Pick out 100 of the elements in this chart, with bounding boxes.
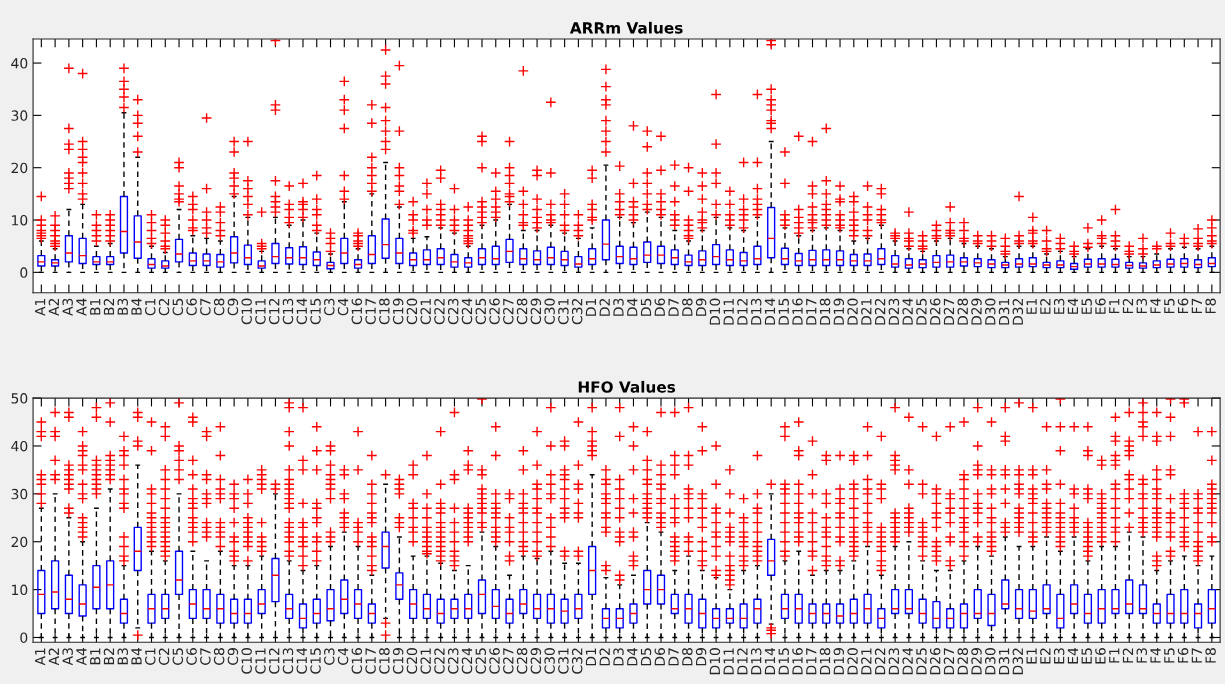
x-tick-label: E4	[1067, 298, 1078, 314]
x-tick-label: D14	[764, 647, 776, 675]
x-tick-label: D2	[599, 648, 610, 666]
y-tick-label: 20	[11, 162, 28, 174]
x-tick-label: A1	[35, 648, 46, 666]
x-tick-label: E3	[1053, 648, 1065, 664]
x-tick-label: B3	[117, 648, 128, 665]
x-tick-label: C10	[241, 298, 252, 325]
x-tick-label: D29	[971, 298, 982, 325]
x-tick-label: B2	[103, 648, 115, 665]
x-tick-label: C17	[365, 648, 376, 674]
x-tick-label: C2	[158, 299, 170, 316]
y-tick-label: 20	[11, 536, 28, 548]
x-tick-label: D16	[792, 648, 803, 675]
x-tick-label: D28	[957, 298, 968, 325]
x-tick-label: D26	[929, 648, 941, 675]
x-tick-label: F4	[1150, 647, 1161, 663]
x-tick-label: D19	[833, 298, 845, 325]
x-tick-label: E1	[1026, 648, 1037, 664]
x-tick-label: D19	[833, 648, 845, 675]
x-tick-label: D18	[819, 298, 831, 325]
x-tick-label: E5	[1081, 648, 1092, 664]
x-tick-label: C12	[268, 299, 280, 325]
x-tick-label: C4	[337, 647, 349, 665]
x-tick-label: D5	[640, 298, 652, 316]
x-tick-label: A1	[35, 298, 46, 316]
x-tick-label: D12	[737, 648, 748, 675]
x-tick-label: D26	[929, 298, 941, 325]
x-tick-label: D21	[861, 298, 872, 325]
x-tick-label: C19	[392, 648, 404, 674]
chart-title: HFO Values	[578, 380, 676, 393]
x-tick-label: D24	[902, 298, 913, 325]
x-tick-label: C20	[406, 648, 418, 674]
x-tick-label: D7	[668, 648, 679, 666]
x-tick-label: D27	[943, 298, 955, 325]
x-tick-label: C16	[351, 648, 363, 674]
x-tick-label: D14	[764, 298, 776, 325]
x-tick-label: D16	[792, 298, 803, 325]
x-tick-label: C13	[282, 298, 294, 325]
x-tick-label: F7	[1191, 298, 1202, 314]
x-tick-label: D22	[874, 648, 886, 675]
x-tick-label: C5	[172, 648, 184, 665]
x-tick-label: C12	[268, 648, 280, 674]
x-tick-label: D23	[888, 648, 900, 675]
x-tick-label: F1	[1109, 648, 1120, 663]
x-tick-label: C1	[145, 648, 156, 665]
x-tick-label: C24	[461, 647, 473, 674]
x-tick-label: C25	[475, 648, 487, 674]
x-tick-label: D7	[668, 298, 679, 316]
x-tick-label: D11	[723, 298, 734, 325]
x-tick-label: C4	[337, 298, 349, 316]
x-tick-label: D29	[971, 648, 982, 675]
x-tick-label: D15	[778, 298, 789, 325]
x-tick-label: C25	[475, 298, 487, 325]
x-tick-label: E6	[1095, 648, 1106, 664]
x-tick-label: D24	[902, 647, 913, 675]
x-tick-label: D11	[723, 648, 734, 675]
x-tick-label: E5	[1081, 298, 1092, 314]
x-tick-label: E6	[1095, 298, 1106, 314]
x-tick-label: D22	[874, 299, 886, 325]
x-tick-label: C11	[255, 648, 266, 674]
x-tick-label: C28	[516, 298, 528, 325]
x-tick-label: D15	[778, 648, 789, 675]
x-tick-label: D21	[861, 648, 872, 675]
x-tick-label: A3	[62, 298, 73, 316]
x-tick-label: D32	[1012, 299, 1024, 325]
x-tick-label: D12	[737, 299, 748, 325]
x-tick-label: D10	[709, 298, 721, 325]
x-tick-label: D3	[613, 298, 624, 316]
x-tick-label: D20	[847, 648, 858, 675]
y-tick-label: 50	[11, 393, 28, 404]
x-tick-label: F3	[1136, 298, 1148, 314]
x-tick-label: C13	[282, 648, 294, 674]
x-tick-label: F2	[1122, 299, 1134, 314]
x-tick-label: C22	[434, 299, 445, 325]
x-tick-label: D8	[682, 648, 693, 666]
x-tick-label: C9	[227, 298, 239, 316]
x-tick-label: C19	[392, 298, 404, 325]
x-tick-label: C7	[200, 648, 211, 665]
x-tick-label: B4	[131, 647, 142, 665]
x-tick-label: C21	[420, 298, 431, 325]
x-tick-label: A4	[76, 647, 87, 666]
x-tick-label: F7	[1191, 648, 1202, 663]
x-tick-label: D9	[695, 648, 707, 666]
x-tick-label: D30	[985, 648, 996, 675]
x-tick-label: C10	[241, 648, 252, 674]
x-tick-label: F8	[1205, 648, 1216, 663]
x-tick-label: D23	[888, 298, 900, 325]
x-tick-label: C23	[447, 648, 459, 674]
x-tick-label: C23	[447, 298, 459, 325]
x-tick-label: D4	[627, 647, 638, 666]
x-tick-label: D17	[806, 648, 817, 675]
x-tick-label: E1	[1026, 298, 1037, 314]
y-tick-label: 40	[11, 58, 28, 69]
x-tick-label: E4	[1067, 647, 1078, 664]
x-tick-label: C11	[255, 298, 266, 325]
x-tick-label: B2	[103, 299, 115, 315]
x-tick-label: F5	[1164, 298, 1175, 314]
x-tick-label: B3	[117, 298, 128, 315]
x-tick-label: D20	[847, 298, 858, 325]
